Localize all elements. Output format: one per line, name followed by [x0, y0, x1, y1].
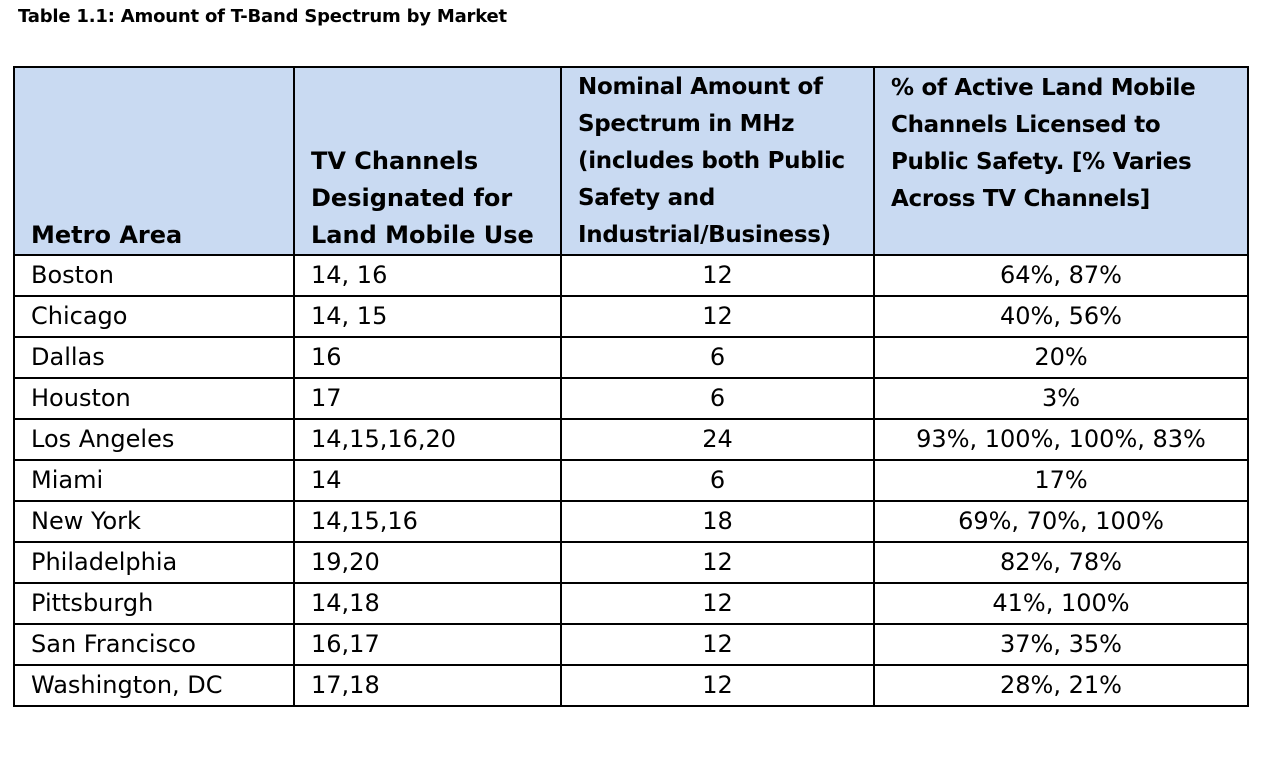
cell-tv-channels: 16,17 — [293, 623, 562, 666]
cell-tv-channels: 16 — [293, 336, 562, 379]
table-row: Boston 14, 16 12 64%, 87% — [13, 254, 1249, 297]
cell-nominal-spectrum: 6 — [560, 459, 875, 502]
cell-public-safety-percent: 28%, 21% — [873, 664, 1249, 707]
cell-public-safety-percent: 20% — [873, 336, 1249, 379]
cell-public-safety-percent: 37%, 35% — [873, 623, 1249, 666]
cell-tv-channels: 14,15,16 — [293, 500, 562, 543]
cell-public-safety-percent: 41%, 100% — [873, 582, 1249, 625]
cell-metro-area: Dallas — [13, 336, 295, 379]
table-row: New York 14,15,16 18 69%, 70%, 100% — [13, 500, 1249, 543]
cell-public-safety-percent: 40%, 56% — [873, 295, 1249, 338]
table-row: Pittsburgh 14,18 12 41%, 100% — [13, 582, 1249, 625]
table-row: Chicago 14, 15 12 40%, 56% — [13, 295, 1249, 338]
cell-tv-channels: 14, 15 — [293, 295, 562, 338]
table-caption: Table 1.1: Amount of T-Band Spectrum by … — [18, 6, 507, 27]
cell-metro-area: Los Angeles — [13, 418, 295, 461]
cell-nominal-spectrum: 12 — [560, 541, 875, 584]
table-row: Washington, DC 17,18 12 28%, 21% — [13, 664, 1249, 707]
cell-public-safety-percent: 64%, 87% — [873, 254, 1249, 297]
cell-metro-area: Houston — [13, 377, 295, 420]
cell-nominal-spectrum: 6 — [560, 336, 875, 379]
table-row: Miami 14 6 17% — [13, 459, 1249, 502]
cell-nominal-spectrum: 12 — [560, 664, 875, 707]
header-tv-channels: TV Channels Designated for Land Mobile U… — [293, 66, 562, 256]
cell-metro-area: Boston — [13, 254, 295, 297]
header-metro-area: Metro Area — [13, 66, 295, 256]
header-nominal-spectrum: Nominal Amount of Spectrum in MHz (inclu… — [560, 66, 875, 256]
table-row: San Francisco 16,17 12 37%, 35% — [13, 623, 1249, 666]
cell-tv-channels: 17 — [293, 377, 562, 420]
cell-public-safety-percent: 69%, 70%, 100% — [873, 500, 1249, 543]
cell-metro-area: New York — [13, 500, 295, 543]
cell-nominal-spectrum: 24 — [560, 418, 875, 461]
table-row: Dallas 16 6 20% — [13, 336, 1249, 379]
table-row: Houston 17 6 3% — [13, 377, 1249, 420]
cell-nominal-spectrum: 12 — [560, 623, 875, 666]
cell-nominal-spectrum: 12 — [560, 254, 875, 297]
cell-nominal-spectrum: 12 — [560, 295, 875, 338]
cell-tv-channels: 14, 16 — [293, 254, 562, 297]
cell-nominal-spectrum: 12 — [560, 582, 875, 625]
cell-tv-channels: 17,18 — [293, 664, 562, 707]
cell-public-safety-percent: 3% — [873, 377, 1249, 420]
cell-metro-area: Philadelphia — [13, 541, 295, 584]
cell-metro-area: San Francisco — [13, 623, 295, 666]
cell-metro-area: Miami — [13, 459, 295, 502]
cell-tv-channels: 14,18 — [293, 582, 562, 625]
cell-public-safety-percent: 93%, 100%, 100%, 83% — [873, 418, 1249, 461]
header-row: Metro Area TV Channels Designated for La… — [13, 66, 1249, 256]
table-row: Los Angeles 14,15,16,20 24 93%, 100%, 10… — [13, 418, 1249, 461]
spectrum-table: Metro Area TV Channels Designated for La… — [13, 66, 1249, 707]
cell-metro-area: Pittsburgh — [13, 582, 295, 625]
cell-public-safety-percent: 82%, 78% — [873, 541, 1249, 584]
cell-metro-area: Washington, DC — [13, 664, 295, 707]
cell-tv-channels: 14 — [293, 459, 562, 502]
table-row: Philadelphia 19,20 12 82%, 78% — [13, 541, 1249, 584]
header-public-safety-percent: % of Active Land Mobile Channels License… — [873, 66, 1249, 256]
cell-tv-channels: 14,15,16,20 — [293, 418, 562, 461]
cell-public-safety-percent: 17% — [873, 459, 1249, 502]
cell-nominal-spectrum: 18 — [560, 500, 875, 543]
cell-tv-channels: 19,20 — [293, 541, 562, 584]
cell-metro-area: Chicago — [13, 295, 295, 338]
cell-nominal-spectrum: 6 — [560, 377, 875, 420]
